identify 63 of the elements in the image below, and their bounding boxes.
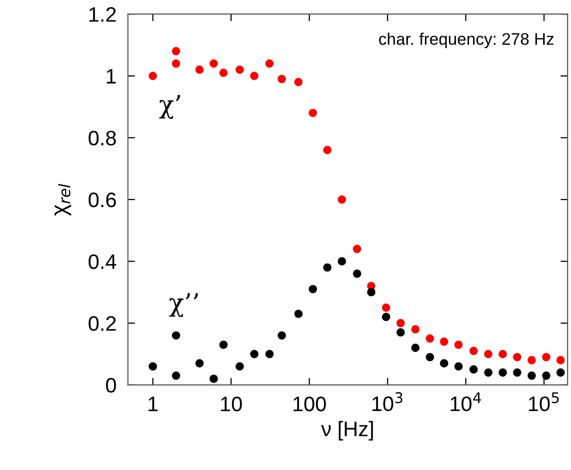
- point: [338, 195, 346, 204]
- point: [454, 340, 463, 349]
- x-tick-label: 10: [221, 396, 242, 412]
- point: [528, 371, 536, 380]
- point: [148, 362, 158, 371]
- point: [294, 78, 303, 86]
- series-label: χ’’: [169, 293, 198, 318]
- y-tick-label: 1: [106, 69, 116, 84]
- point: [323, 263, 332, 272]
- point: [236, 66, 244, 74]
- point: [308, 108, 318, 118]
- point: [411, 325, 420, 334]
- point: [513, 368, 522, 377]
- point: [323, 146, 332, 154]
- point: [382, 304, 390, 312]
- point: [352, 270, 362, 278]
- y-tick-label: 0.8: [88, 130, 116, 146]
- point: [367, 288, 376, 296]
- point: [484, 350, 492, 358]
- point: [294, 310, 303, 318]
- point: [382, 312, 390, 322]
- point: [426, 334, 434, 343]
- y-tick-label: 0.6: [88, 192, 116, 208]
- x-tick-label: 10$^{5}$: [528, 392, 559, 412]
- x-axis-title: ν [Hz]: [321, 421, 373, 440]
- x-tick-label: 100: [294, 396, 326, 412]
- point: [148, 72, 158, 80]
- point: [556, 368, 565, 377]
- point: [396, 318, 405, 328]
- point: [484, 368, 492, 377]
- point: [440, 359, 448, 368]
- x-tick-label: 10$^{4}$: [450, 392, 481, 412]
- point: [250, 72, 258, 80]
- point: [440, 338, 448, 346]
- point: [265, 350, 274, 358]
- point: [498, 368, 507, 377]
- point: [265, 59, 274, 68]
- x-tick-label: 1: [148, 396, 158, 412]
- series-label: χ’: [159, 95, 180, 119]
- point: [556, 356, 565, 364]
- y-tick-label: 1.2: [89, 7, 116, 22]
- point: [542, 371, 550, 380]
- point: [498, 350, 507, 358]
- point: [338, 257, 346, 266]
- annotation: char. frequency: 278 Hz: [379, 32, 554, 48]
- point: [454, 362, 463, 371]
- y-tick-label: 0.2: [88, 316, 116, 331]
- point: [396, 328, 405, 337]
- point: [236, 362, 244, 371]
- point: [426, 352, 434, 362]
- y-tick-label: 0.4: [88, 254, 116, 270]
- point: [352, 244, 362, 254]
- point: [411, 344, 420, 352]
- point: [250, 350, 258, 358]
- x-tick-label: 10$^{3}$: [372, 392, 402, 412]
- point: [513, 352, 522, 362]
- y-tick-label: 0: [106, 378, 116, 393]
- point: [469, 346, 478, 356]
- point: [542, 352, 550, 362]
- point: [308, 284, 318, 294]
- point: [469, 365, 478, 374]
- point: [528, 356, 536, 364]
- y-axis-title: χ$_{rel}$: [54, 184, 72, 216]
